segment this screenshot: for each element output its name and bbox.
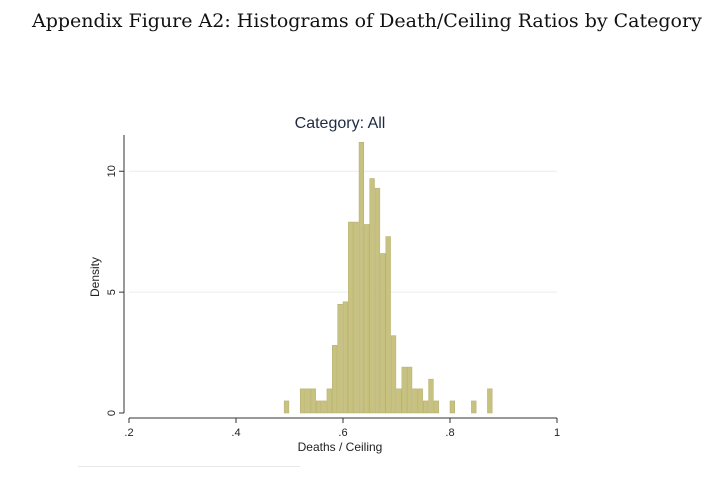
histogram-bar bbox=[316, 400, 322, 414]
histogram-bar bbox=[423, 400, 429, 414]
page-title: Appendix Figure A2: Histograms of Death/… bbox=[32, 10, 702, 32]
histogram-bar bbox=[417, 388, 423, 414]
histogram-bar bbox=[299, 388, 306, 414]
y-axis-title: Density bbox=[88, 257, 102, 297]
histogram-bar bbox=[342, 301, 348, 414]
histogram-bar bbox=[326, 388, 332, 414]
histogram-bar bbox=[412, 388, 418, 414]
y-axis-ticks: 0 5 10 bbox=[106, 165, 124, 416]
histogram-bar bbox=[449, 400, 455, 414]
histogram-bar bbox=[428, 378, 434, 414]
histogram-bar bbox=[374, 187, 381, 414]
histogram-bar bbox=[332, 345, 338, 414]
x-axis-ticks: .2 .4 .6 .8 1 bbox=[124, 418, 560, 439]
histogram-bar bbox=[348, 221, 354, 414]
x-tick-label: .6 bbox=[338, 427, 347, 439]
chart-title: Category: All bbox=[295, 115, 386, 132]
histogram-bar bbox=[364, 224, 370, 414]
histogram-bar bbox=[406, 366, 413, 414]
histogram-bar bbox=[283, 400, 290, 414]
y-tick-label: 10 bbox=[106, 165, 118, 177]
histogram-bar bbox=[305, 388, 311, 414]
histogram-bar bbox=[471, 400, 477, 414]
y-tick-label: 5 bbox=[106, 289, 118, 295]
histogram-bar bbox=[353, 221, 359, 414]
y-tick-label: 0 bbox=[106, 410, 118, 416]
histogram-bar bbox=[390, 335, 397, 414]
histogram-bar bbox=[396, 388, 402, 414]
x-axis-title: Deaths / Ceiling bbox=[298, 440, 383, 454]
x-tick-label: .4 bbox=[231, 427, 240, 439]
x-tick-label: .8 bbox=[445, 427, 454, 439]
x-tick-label: .2 bbox=[124, 427, 133, 439]
histogram-bar bbox=[358, 142, 365, 414]
histogram-bar bbox=[487, 388, 493, 414]
x-tick-label: 1 bbox=[554, 427, 560, 439]
histogram-bar bbox=[369, 178, 375, 414]
histogram-bar bbox=[380, 253, 386, 414]
histogram-bar bbox=[401, 366, 407, 414]
divider-line bbox=[78, 466, 300, 467]
gridlines bbox=[129, 170, 557, 293]
histogram-bar bbox=[321, 400, 327, 414]
histogram-bar bbox=[433, 400, 439, 414]
histogram-bar bbox=[385, 236, 391, 414]
histogram-bar bbox=[337, 303, 343, 414]
histogram-bars bbox=[283, 142, 493, 414]
histogram-bar bbox=[310, 388, 316, 414]
